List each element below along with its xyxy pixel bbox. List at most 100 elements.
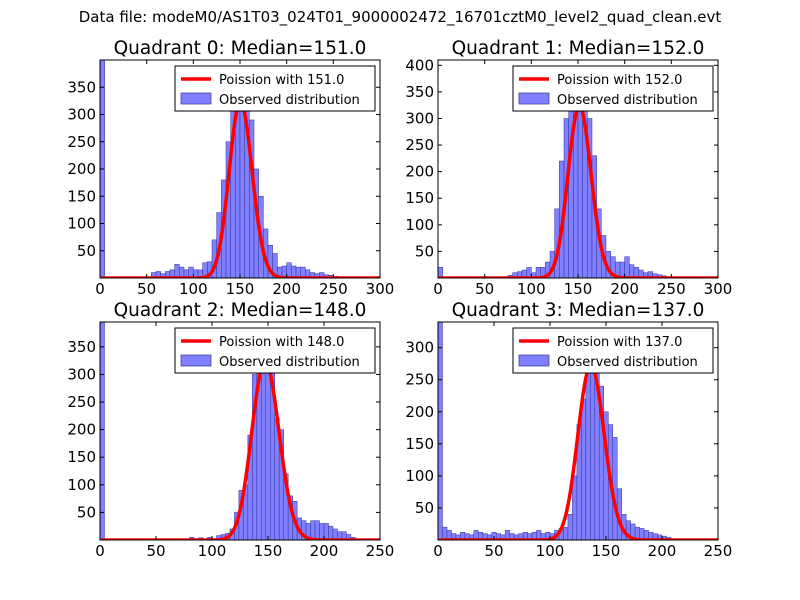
x-tick-label: 0 <box>95 280 105 298</box>
y-tick-label: 250 <box>67 393 96 411</box>
y-tick-label: 100 <box>67 476 96 494</box>
y-tick-label: 150 <box>405 435 434 453</box>
y-tick-label: 300 <box>405 339 434 357</box>
legend-hist-label: Observed distribution <box>557 93 698 108</box>
x-tick-label: 100 <box>179 280 208 298</box>
x-tick-label: 150 <box>564 280 593 298</box>
x-tick-label: 0 <box>433 280 443 298</box>
subplot-title: Quadrant 1: Median=152.0 <box>452 38 705 59</box>
poisson-curve <box>100 359 380 540</box>
figure-title: Data file: modeM0/AS1T03_024T01_90000024… <box>78 8 722 26</box>
legend-poisson-label: Poission with 137.0 <box>557 335 682 350</box>
legend-poisson-label: Poission with 151.0 <box>219 73 344 88</box>
x-tick-label: 200 <box>272 280 301 298</box>
y-tick-label: 200 <box>405 403 434 421</box>
y-tick-label: 250 <box>405 136 434 154</box>
histogram-bar <box>442 526 448 540</box>
y-tick-label: 50 <box>415 499 434 517</box>
histogram-bar <box>286 262 292 278</box>
y-tick-label: 150 <box>67 448 96 466</box>
y-tick-label: 400 <box>405 56 434 74</box>
y-tick-label: 250 <box>405 371 434 389</box>
x-tick-label: 250 <box>704 542 733 560</box>
y-tick-label: 100 <box>67 215 96 233</box>
histogram-bar <box>100 322 105 540</box>
histogram-bar <box>323 523 329 540</box>
histogram-bar <box>581 398 587 540</box>
histogram-bar <box>291 265 297 278</box>
y-tick-label: 50 <box>415 242 434 260</box>
histogram-bar <box>585 360 591 540</box>
quadrant-3-plot: 0 50 100 150 200 250 50 100 150 200 250 300 Quadrant… <box>405 300 732 560</box>
histogram-bar <box>567 514 573 540</box>
y-tick-label: 100 <box>405 467 434 485</box>
histogram-bar <box>629 264 635 278</box>
x-tick-label: 0 <box>433 542 443 560</box>
legend-hist-label: Observed distribution <box>219 355 360 370</box>
x-tick-label: 50 <box>137 280 156 298</box>
histogram-bar <box>563 526 569 540</box>
axes-frame <box>99 321 381 541</box>
histogram-bar <box>624 256 630 278</box>
y-tick-label: 350 <box>405 83 434 101</box>
y-tick-label: 300 <box>405 109 434 127</box>
legend-hist-swatch <box>180 354 212 367</box>
y-tick-label: 150 <box>67 187 96 205</box>
x-tick-label: 300 <box>366 280 395 298</box>
x-tick-label: 250 <box>366 542 395 560</box>
y-tick-label: 100 <box>405 216 434 234</box>
quadrant-0-plot: 0 50 100 150 200 250 300 50 100 150 200 250 300 350 Qu… <box>67 38 394 298</box>
subplot-title: Quadrant 2: Median=148.0 <box>114 300 367 321</box>
x-tick-label: 50 <box>484 542 503 560</box>
histogram-bar <box>174 264 180 278</box>
y-tick-label: 200 <box>405 163 434 181</box>
legend-poisson-label: Poission with 148.0 <box>219 335 344 350</box>
y-tick-label: 250 <box>67 133 96 151</box>
axes-frame <box>437 321 719 541</box>
x-tick-label: 200 <box>648 542 677 560</box>
legend-hist-swatch <box>518 92 550 105</box>
y-tick-label: 150 <box>405 189 434 207</box>
histogram-bar <box>438 322 443 540</box>
y-tick-label: 300 <box>67 365 96 383</box>
x-tick-label: 250 <box>657 280 686 298</box>
y-tick-label: 200 <box>67 160 96 178</box>
legend-poisson-label: Poission with 152.0 <box>557 73 682 88</box>
poisson-curve <box>438 363 718 540</box>
subplot-title: Quadrant 0: Median=151.0 <box>114 38 367 59</box>
legend-hist-swatch <box>518 354 550 367</box>
x-tick-label: 100 <box>536 542 565 560</box>
x-tick-label: 150 <box>226 280 255 298</box>
histogram-bar <box>319 523 325 540</box>
subplot-title: Quadrant 3: Median=137.0 <box>452 300 705 321</box>
legend-hist-label: Observed distribution <box>219 93 360 108</box>
histogram-bar <box>328 525 334 540</box>
x-tick-label: 0 <box>95 542 105 560</box>
legend-hist-swatch <box>180 92 212 105</box>
x-tick-label: 100 <box>517 280 546 298</box>
histogram-bar <box>619 261 625 278</box>
histogram-bar <box>272 253 278 278</box>
x-tick-label: 300 <box>704 280 733 298</box>
y-tick-label: 350 <box>67 78 96 96</box>
x-tick-label: 200 <box>610 280 639 298</box>
x-tick-label: 50 <box>146 542 165 560</box>
x-tick-label: 150 <box>592 542 621 560</box>
y-tick-label: 50 <box>77 242 96 260</box>
x-tick-label: 150 <box>254 542 283 560</box>
y-tick-label: 350 <box>67 338 96 356</box>
y-tick-label: 300 <box>67 106 96 124</box>
legend-hist-label: Observed distribution <box>557 355 698 370</box>
quadrant-2-plot: 0 50 100 150 200 250 50 100 150 200 250 300 350 Quadr… <box>67 300 394 560</box>
y-tick-label: 200 <box>67 421 96 439</box>
quadrant-2-plot-area <box>100 322 380 540</box>
x-tick-label: 100 <box>198 542 227 560</box>
quadrant-1-plot: 0 50 100 150 200 250 300 50 100 150 200 250 300 350 40… <box>405 38 732 298</box>
x-tick-label: 250 <box>319 280 348 298</box>
x-tick-label: 200 <box>310 542 339 560</box>
y-tick-label: 50 <box>77 503 96 521</box>
histogram-bar <box>314 520 320 540</box>
x-tick-label: 50 <box>475 280 494 298</box>
histogram-bar <box>310 520 316 540</box>
